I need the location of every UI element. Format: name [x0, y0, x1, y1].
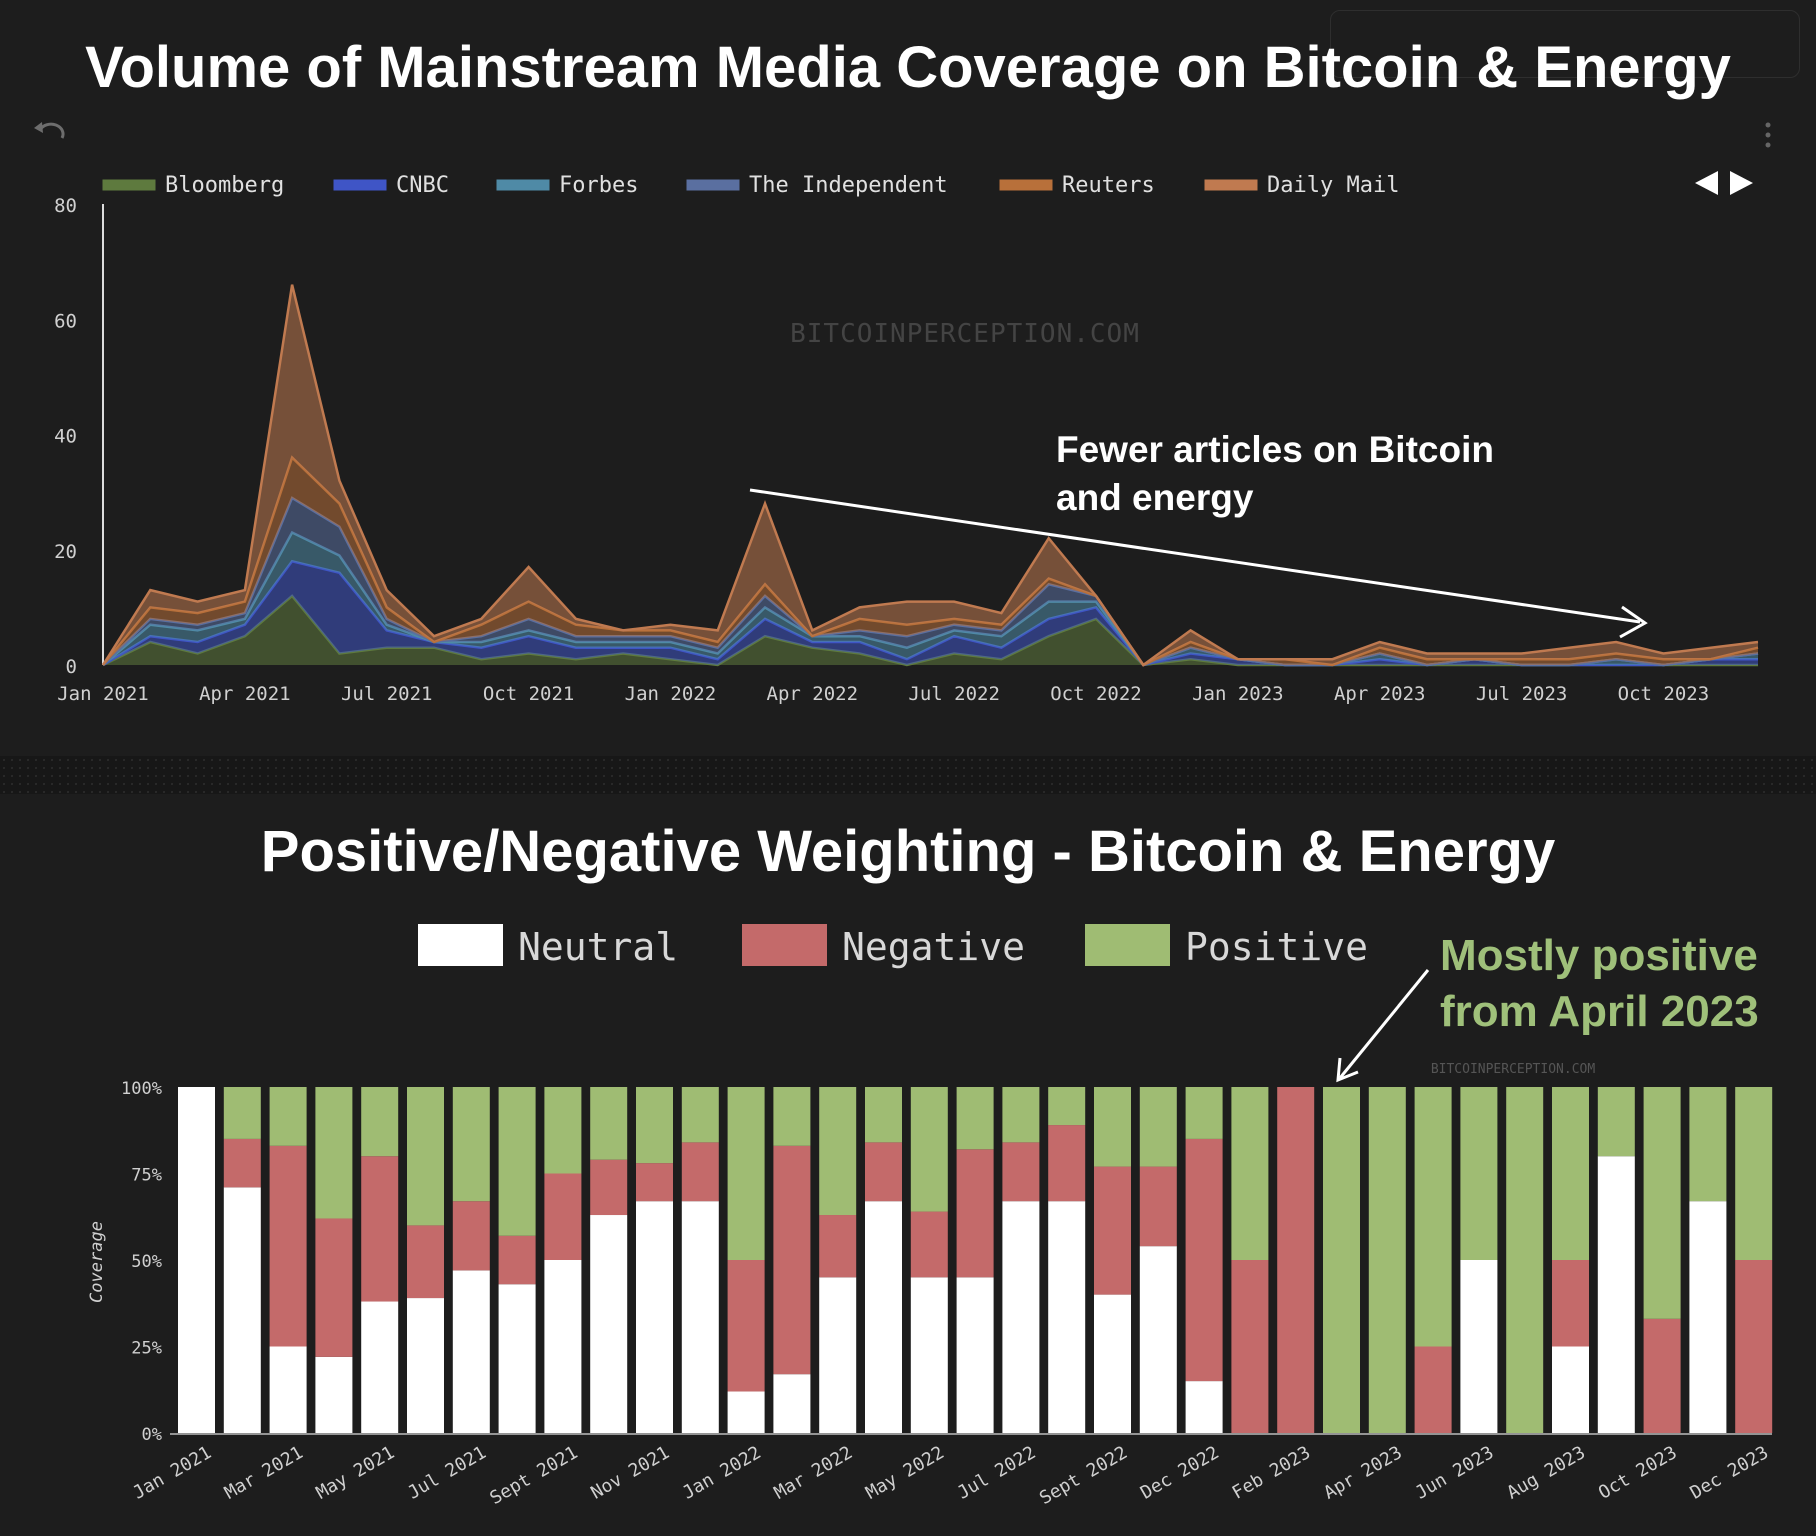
legend-label: Bloomberg — [165, 173, 284, 198]
legend-label: CNBC — [396, 173, 449, 198]
x-tick-label: Oct 2023 — [1618, 683, 1710, 705]
vertical-ellipsis-icon[interactable] — [1760, 120, 1776, 152]
annotation-line-2: from April 2023 — [1440, 987, 1759, 1036]
legend-label: The Independent — [749, 173, 948, 198]
annotation-line-2: and energy — [1056, 477, 1254, 518]
annotation-line-1: Mostly positive — [1440, 931, 1758, 980]
x-tick-label: Jul 2022 — [908, 683, 1000, 705]
legend-swatch — [1204, 179, 1258, 191]
watermark: BITCOINPERCEPTION.COM — [790, 319, 1140, 349]
legend-label: Forbes — [559, 173, 638, 198]
legend-label: Daily Mail — [1267, 173, 1399, 198]
x-tick-label: Jul 2021 — [341, 683, 433, 705]
trend-arrow-head — [1619, 605, 1648, 639]
weighting-panel — [0, 794, 1816, 1536]
triangle-right-icon[interactable] — [1730, 171, 1753, 195]
area-bloomberg — [103, 595, 1758, 665]
panel-header-frame — [1330, 10, 1800, 78]
legend-item-bloomberg: Bloomberg — [102, 173, 284, 198]
trend-arrow-line — [749, 488, 1641, 624]
annotation-line-1: Fewer articles on Bitcoin — [1056, 429, 1494, 470]
x-tick-label: Jul 2023 — [1476, 683, 1568, 705]
weighting-chart-title: Positive/Negative Weighting - Bitcoin & … — [260, 819, 1556, 884]
x-tick-label: Apr 2023 — [1334, 683, 1426, 705]
y-tick-label: 20 — [54, 541, 77, 563]
legend-swatch — [333, 179, 387, 191]
legend-swatch — [102, 179, 156, 191]
volume-panel: Volume of Mainstream Media Coverage on B… — [0, 0, 1816, 756]
x-tick-label: Jan 2023 — [1192, 683, 1284, 705]
x-tick-label: Jan 2022 — [625, 683, 717, 705]
legend-item-the-independent: The Independent — [686, 173, 948, 198]
y-tick-label: 60 — [54, 310, 77, 332]
x-tick-label: Apr 2022 — [767, 683, 859, 705]
panel-divider — [0, 756, 1816, 794]
x-tick-label: Oct 2022 — [1050, 683, 1142, 705]
legend-item-daily-mail: Daily Mail — [1204, 173, 1399, 198]
triangle-left-icon[interactable] — [1695, 171, 1718, 195]
undo-icon[interactable] — [32, 118, 72, 148]
legend-item-forbes: Forbes — [496, 173, 638, 198]
volume-chart-title: Volume of Mainstream Media Coverage on B… — [85, 35, 1731, 100]
legend-swatch — [999, 179, 1053, 191]
legend-item-cnbc: CNBC — [333, 173, 449, 198]
y-tick-label: 80 — [54, 195, 77, 217]
mostly-positive-annotation: Mostly positive from April 2023 — [1440, 928, 1759, 1040]
y-tick-label: 0 — [66, 656, 77, 678]
legend-swatch — [496, 179, 550, 191]
x-tick-label: Oct 2021 — [483, 683, 575, 705]
y-tick-label: 40 — [54, 426, 77, 448]
x-tick-label: Apr 2021 — [199, 683, 291, 705]
fewer-articles-annotation: Fewer articles on Bitcoin and energy — [1056, 426, 1494, 522]
legend-swatch — [686, 179, 740, 191]
area-reuters — [103, 457, 1758, 665]
legend-label: Reuters — [1062, 173, 1155, 198]
line-daily-mail — [101, 284, 1759, 667]
legend-item-reuters: Reuters — [999, 173, 1155, 198]
x-tick-label: Jan 2021 — [57, 683, 149, 705]
volume-area-chart: BITCOINPERCEPTION.COM 0 20 40 60 80 Jan 2021 Ap… — [54, 173, 1759, 705]
legend-nav — [1690, 168, 1760, 198]
